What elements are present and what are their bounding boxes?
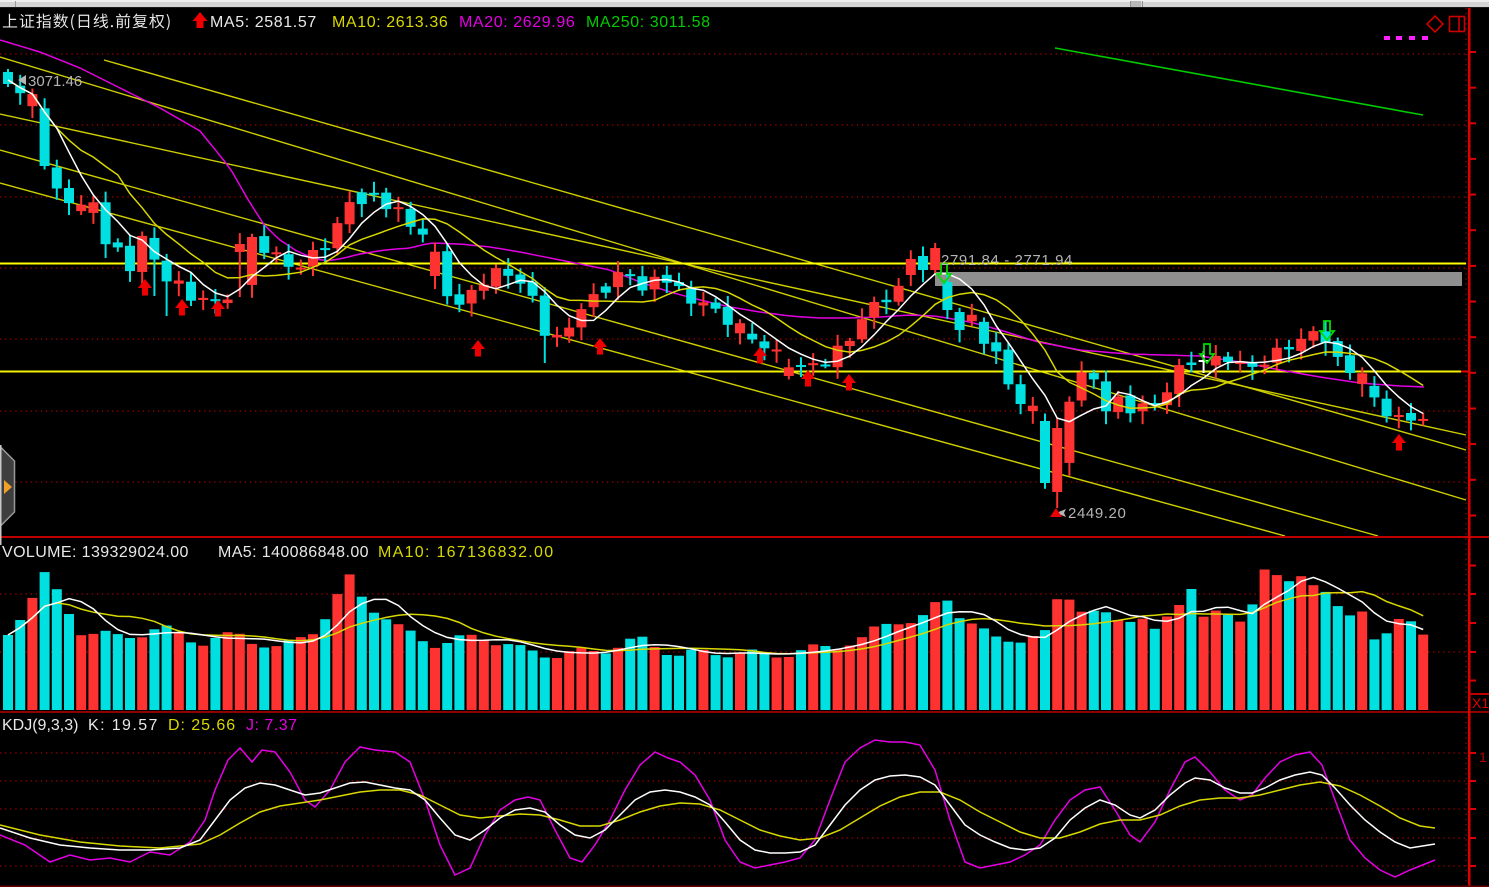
svg-text:K: 19.57: K: 19.57 [88,717,159,734]
svg-text:1: 1 [1479,749,1487,765]
svg-text:VOLUME: 139329024.00: VOLUME: 139329024.00 [2,544,189,561]
svg-text:MA10: 2613.36: MA10: 2613.36 [332,14,448,31]
svg-text:MA20: 2629.96: MA20: 2629.96 [459,14,575,31]
svg-text:X1: X1 [1472,695,1489,711]
svg-text:D: 25.66: D: 25.66 [168,717,236,734]
svg-text:2791.84 - 2771.94: 2791.84 - 2771.94 [941,252,1073,269]
svg-text:MA250: 3011.58: MA250: 3011.58 [586,14,711,31]
svg-text:J: 7.37: J: 7.37 [246,717,298,734]
svg-text:MA5: 140086848.00: MA5: 140086848.00 [218,544,369,561]
svg-text:MA5: 2581.57: MA5: 2581.57 [210,14,317,31]
svg-text:3071.46: 3071.46 [28,73,82,90]
svg-text:MA10: 167136832.00: MA10: 167136832.00 [378,544,554,561]
svg-text:2449.20: 2449.20 [1068,505,1126,522]
svg-text:KDJ(9,3,3): KDJ(9,3,3) [2,717,78,734]
